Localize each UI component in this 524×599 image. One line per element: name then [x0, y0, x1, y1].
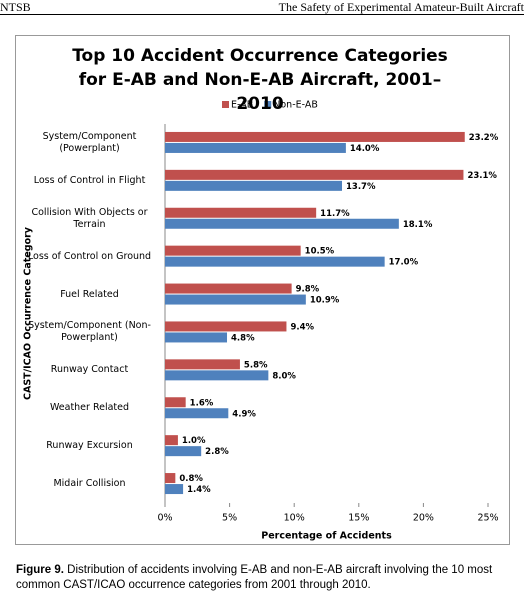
bar: [165, 283, 292, 294]
y-axis-title: CAST/ICAO Occurrence Category: [23, 226, 34, 400]
bar: [165, 408, 229, 419]
bar: [165, 294, 306, 305]
header-right: The Safety of Experimental Amateur-Built…: [278, 0, 524, 14]
value-label: 9.4%: [290, 322, 314, 332]
legend-swatch: [264, 101, 272, 108]
bar: [165, 245, 301, 256]
bar: [165, 473, 176, 484]
bar: [165, 142, 346, 153]
y-tick-label: System/Component (Powerplant): [42, 130, 137, 154]
x-tick-label: 10%: [284, 513, 305, 524]
bar: [165, 256, 385, 267]
bar: [165, 218, 399, 229]
legend-label: Non-E-AB: [273, 100, 318, 111]
value-label: 1.4%: [187, 485, 211, 495]
bar: [165, 370, 269, 381]
chart-title: Top 10 Accident Occurrence Categories fo…: [72, 46, 448, 114]
y-tick-label: Runway Contact: [50, 364, 129, 376]
bar: [165, 332, 228, 343]
y-tick-label: System/Component (Non-Powerplant): [28, 320, 151, 344]
caption-text: Distribution of accidents involving E-AB…: [16, 564, 493, 591]
bar: [165, 397, 186, 408]
value-label: 5.8%: [244, 360, 268, 370]
y-tick-label: Weather Related: [49, 402, 130, 414]
bar: [165, 131, 465, 142]
value-label: 14.0%: [350, 144, 380, 154]
bar: [165, 446, 202, 457]
legend-swatch: [222, 101, 229, 108]
value-label: 8.0%: [272, 371, 296, 381]
bar: [165, 169, 464, 180]
value-label: 4.8%: [231, 333, 255, 343]
bar: [165, 484, 184, 495]
value-label: 23.1%: [467, 171, 497, 181]
value-label: 10.9%: [310, 296, 340, 306]
value-label: 1.6%: [190, 398, 214, 408]
value-label: 9.8%: [296, 285, 320, 295]
bar: [165, 180, 343, 191]
caption-label: Figure 9.: [16, 564, 64, 576]
value-label: 10.5%: [305, 247, 335, 257]
legend-label: E-AB: [231, 100, 253, 111]
x-tick-label: 20%: [413, 513, 434, 524]
y-tick-label: Loss of Control in Flight: [33, 174, 146, 186]
x-tick-label: 25%: [477, 513, 498, 524]
x-tick-label: 0%: [157, 513, 172, 524]
bar: [165, 321, 287, 332]
bar: [165, 359, 240, 370]
header-rule: [0, 14, 524, 15]
value-label: 18.1%: [403, 220, 433, 230]
bar: [165, 207, 317, 218]
value-label: 2.8%: [205, 447, 229, 457]
x-tick-label: 15%: [348, 513, 369, 524]
caption: Figure 9. Distribution of accidents invo…: [16, 563, 516, 593]
value-label: 17.0%: [389, 258, 419, 268]
x-axis-title: Percentage of Accidents: [261, 531, 392, 542]
value-label: 13.7%: [346, 182, 376, 192]
y-tick-label: Fuel Related: [60, 288, 119, 300]
value-label: 1.0%: [182, 436, 206, 446]
y-tick-label: Runway Excursion: [46, 440, 133, 452]
value-label: 4.9%: [232, 409, 256, 419]
bar: [165, 435, 178, 446]
value-label: 11.7%: [320, 209, 350, 219]
value-label: 0.8%: [179, 474, 203, 484]
x-tick-label: 5%: [222, 513, 237, 524]
y-tick-label: Loss of Control on Ground: [27, 250, 152, 262]
y-tick-label: Midair Collision: [53, 478, 126, 490]
value-label: 23.2%: [469, 133, 499, 143]
y-tick-label: Collision With Objects or Terrain: [31, 206, 148, 230]
chart-frame: [15, 35, 510, 545]
header-left: NTSB: [0, 0, 31, 14]
